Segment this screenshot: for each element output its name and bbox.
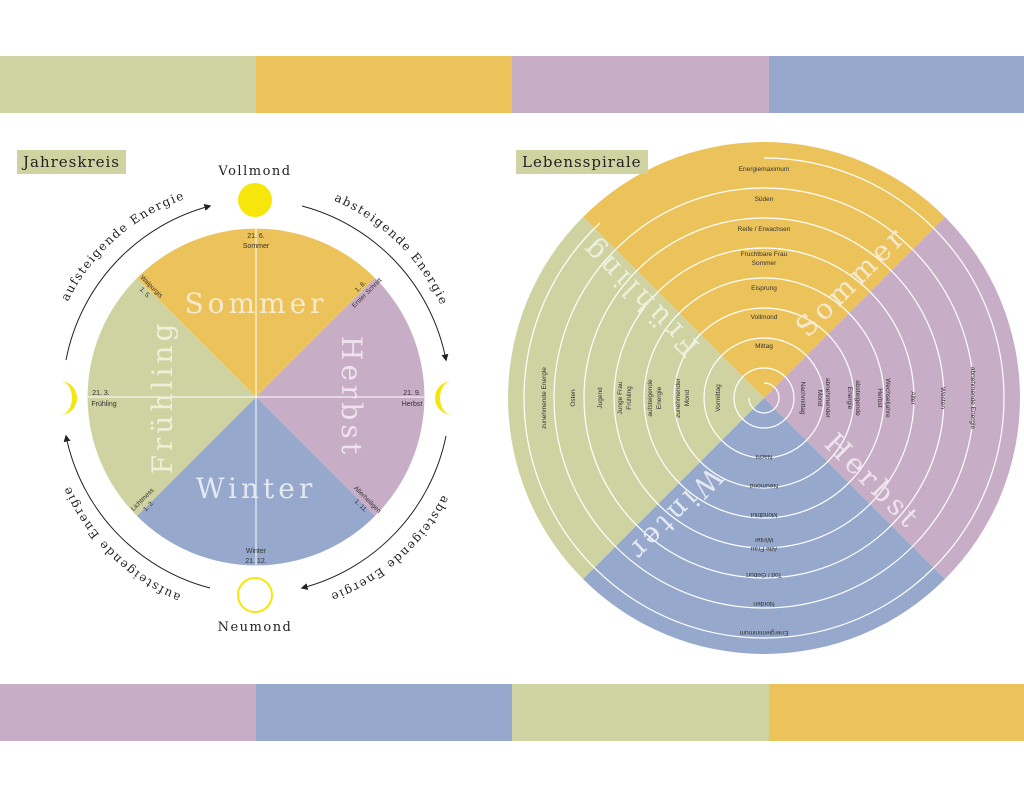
band-green bbox=[0, 56, 256, 113]
label-energieminimum: Energieminimum bbox=[740, 629, 789, 636]
marker-bottom-name: Winter bbox=[246, 548, 267, 555]
marker-left-name: Frühling bbox=[91, 401, 116, 408]
waxing-crescent-icon bbox=[60, 381, 77, 415]
label-osten: Osten bbox=[570, 389, 577, 407]
label-abnehmender: abnehmender bbox=[824, 378, 831, 419]
label-tod-geburt: Tod / Geburt bbox=[746, 571, 782, 578]
season-fruehling: Frühling bbox=[146, 320, 179, 475]
spiral-rings bbox=[523, 157, 1005, 639]
label-fruehling-small: Frühling bbox=[626, 386, 633, 410]
waning-crescent-icon bbox=[435, 381, 452, 415]
label-jugend: Jugend bbox=[597, 387, 604, 409]
marker-top-date: 21. 6. bbox=[247, 233, 265, 240]
label-mond-l: Mond bbox=[684, 389, 691, 406]
band-yellow bbox=[769, 684, 1024, 741]
label-sueden: Süden bbox=[755, 196, 774, 203]
label-winter-small: Winter bbox=[754, 536, 774, 543]
marker-right-name: Herbst bbox=[402, 401, 423, 408]
jahreskreis-diagram: Sommer Winter Herbst Frühling 21. 6. Som… bbox=[58, 164, 453, 635]
label-alte-frau: Alte Frau bbox=[750, 545, 777, 552]
arc-arrow-top-left bbox=[65, 204, 212, 361]
herbst-sector bbox=[764, 217, 1020, 579]
label-alter: Alter bbox=[909, 391, 916, 405]
label-reife: Reife / Erwachsen bbox=[738, 226, 791, 233]
label-junge-frau: Junge Frau bbox=[617, 381, 624, 414]
label-eisprung: Eisprung bbox=[751, 285, 777, 292]
label-absteigende: absteigende bbox=[854, 380, 861, 416]
season-herbst: Herbst bbox=[335, 336, 368, 458]
band-blue bbox=[256, 684, 512, 741]
label-wechseljahre: Wechseljahre bbox=[884, 378, 891, 418]
winter-sector bbox=[583, 398, 945, 654]
season-winter: Winter bbox=[196, 472, 316, 505]
arc-arrow-top-right bbox=[301, 205, 449, 362]
arc-arrow-bottom-right bbox=[300, 435, 447, 590]
fruehling-sector bbox=[508, 217, 764, 579]
label-abnehmende-energie: abnehmende Energie bbox=[969, 367, 976, 430]
label-westen: Westen bbox=[939, 387, 946, 409]
band-purple bbox=[0, 684, 256, 741]
label-vollmond: Vollmond bbox=[751, 314, 778, 321]
marker-left-date: 21. 3. bbox=[92, 390, 110, 397]
sommer-sector bbox=[583, 142, 945, 398]
lebensspirale-title: Lebensspirale bbox=[516, 150, 648, 174]
label-energiemaximum: Energiemaximum bbox=[739, 166, 790, 173]
label-herbst-small: Herbst bbox=[876, 388, 883, 407]
label-fruchtbare-frau: Fruchtbare Frau bbox=[741, 251, 788, 258]
label-zunehmende-energie: zunehmende Energie bbox=[541, 367, 548, 429]
marker-top-name: Sommer bbox=[243, 243, 270, 250]
marker-bottom-date: 21. 12. bbox=[245, 558, 266, 565]
vollmond-label: Vollmond bbox=[217, 164, 291, 179]
marker-right-date: 21. 9. bbox=[403, 390, 421, 397]
lebensspirale-diagram: Sommer Herbst Winter Frühling Energiemax… bbox=[508, 142, 1020, 654]
neumond-label: Neumond bbox=[218, 620, 293, 635]
label-vormittag: Vormittag bbox=[715, 384, 722, 412]
band-purple bbox=[512, 56, 769, 113]
label-nachmittag: Nachmittag bbox=[799, 382, 806, 415]
new-moon-icon bbox=[237, 577, 273, 613]
label-sommer-small: Sommer bbox=[752, 260, 777, 267]
label-zunehmender: zunehmender bbox=[675, 377, 682, 418]
band-blue bbox=[769, 56, 1024, 113]
label-energie-r: Energie bbox=[846, 387, 853, 410]
label-mond-r: Mond bbox=[816, 390, 823, 407]
full-moon-icon bbox=[238, 183, 272, 217]
arc-arrow-bottom-left bbox=[63, 434, 211, 589]
label-mittag: Mittag bbox=[755, 343, 773, 350]
label-mondblut: Mondblut bbox=[750, 511, 777, 518]
jahreskreis-title: Jahreskreis bbox=[17, 150, 126, 174]
label-norden: Norden bbox=[753, 600, 775, 607]
band-yellow bbox=[256, 56, 512, 113]
label-nacht: Nacht bbox=[755, 453, 772, 460]
label-energie-l: Energie bbox=[656, 386, 663, 409]
band-green bbox=[512, 684, 769, 741]
label-neumond: Neumond bbox=[750, 482, 779, 489]
label-aufsteigende: aufsteigende bbox=[647, 379, 654, 417]
season-sommer: Sommer bbox=[184, 287, 327, 320]
